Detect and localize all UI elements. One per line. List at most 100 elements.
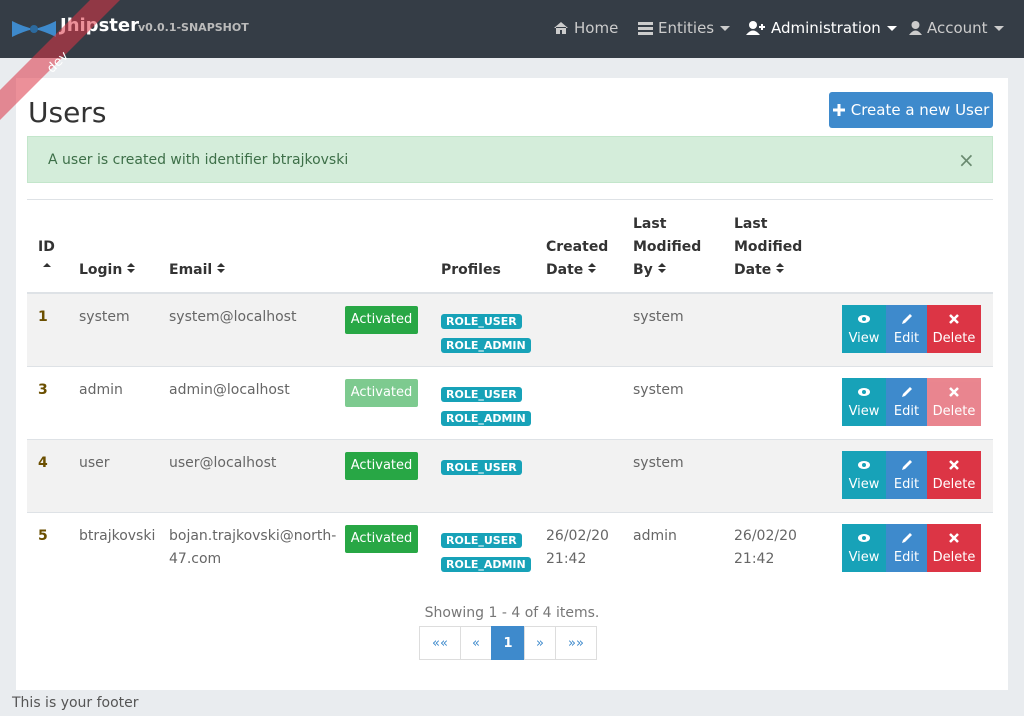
nav-label: Administration [771, 19, 881, 37]
content-card: Users Create a new User A user is create… [16, 78, 1008, 690]
sort-icon[interactable] [126, 262, 136, 274]
action-label: View [848, 404, 880, 419]
status-badge[interactable]: Activated [345, 452, 418, 480]
cell-login: admin [79, 382, 123, 398]
column-header[interactable]: Last Modified By [633, 213, 713, 282]
cell-login: btrajkovski [79, 528, 156, 544]
status-badge[interactable]: Activated [345, 306, 418, 334]
action-label: View [848, 550, 880, 565]
cell-last-modified-date: 26/02/20 21:42 [734, 528, 797, 567]
cell-last-modified-by: system [633, 382, 684, 398]
action-icon [858, 461, 870, 469]
action-icon [901, 460, 912, 470]
action-delete[interactable]: Delete [927, 451, 981, 499]
cell-id[interactable]: 3 [38, 382, 48, 398]
nav-home[interactable]: Home [553, 19, 618, 37]
action-label: Delete [932, 404, 976, 419]
page-button[interactable]: » [524, 626, 556, 660]
profile-badge: ROLE_ADMIN [441, 338, 531, 353]
action-icon [901, 314, 912, 324]
status-badge[interactable]: Activated [345, 525, 418, 553]
page-title: Users [28, 96, 107, 129]
action-edit[interactable]: Edit [886, 451, 927, 499]
alert-close[interactable]: × [958, 148, 975, 172]
version: v0.0.1-SNAPSHOT [138, 21, 249, 34]
cell-id[interactable]: 4 [38, 455, 48, 471]
profile-badge: ROLE_USER [441, 387, 522, 402]
action-delete[interactable]: Delete [927, 524, 981, 572]
nav-label: Entities [658, 19, 715, 37]
success-alert: A user is created with identifier btrajk… [27, 136, 993, 183]
cell-login: user [79, 455, 110, 471]
page-button[interactable]: « [460, 626, 492, 660]
nav-account[interactable]: Account [909, 19, 1005, 37]
create-button[interactable]: Create a new User [829, 92, 993, 128]
nav-administration[interactable]: Administration [746, 19, 898, 37]
sort-icon[interactable] [42, 262, 52, 274]
sort-icon[interactable] [657, 262, 667, 274]
page-button[interactable]: »» [555, 626, 597, 660]
profiles: ROLE_USER ROLE_ADMIN [441, 310, 531, 358]
divider [27, 199, 993, 200]
action-icon [858, 534, 870, 542]
action-view[interactable]: View [842, 305, 886, 353]
cell-email: user@localhost [169, 455, 277, 471]
action-view[interactable]: View [842, 524, 886, 572]
column-header: Profiles [441, 259, 541, 282]
cell-last-modified-by: system [633, 309, 684, 325]
nav-label: Account [927, 19, 988, 37]
page-button[interactable]: «« [419, 626, 461, 660]
action-icon [901, 533, 912, 543]
action-label: Edit [893, 404, 920, 419]
profiles: ROLE_USER [441, 456, 531, 480]
column-header[interactable]: ID [38, 236, 70, 282]
header-label: Last Modified Date [734, 216, 803, 278]
cell-last-modified-by: system [633, 455, 684, 471]
column-header[interactable]: Email [169, 259, 339, 282]
sort-icon[interactable] [775, 262, 785, 274]
page-button[interactable]: 1 [491, 626, 525, 660]
cell-id[interactable]: 1 [38, 309, 48, 325]
action-view[interactable]: View [842, 378, 886, 426]
action-edit[interactable]: Edit [886, 524, 927, 572]
column-header[interactable]: Login [79, 259, 164, 282]
action-label: Edit [893, 331, 920, 346]
profile-badge: ROLE_USER [441, 533, 522, 548]
column-header[interactable]: Created Date [546, 236, 626, 282]
cell-id[interactable]: 5 [38, 528, 48, 544]
ribbon [0, 0, 120, 120]
action-delete[interactable]: Delete [927, 378, 981, 426]
action-icon [858, 388, 870, 396]
footer: This is your footer [12, 695, 139, 711]
action-label: View [848, 477, 880, 492]
header-label: Profiles [441, 262, 501, 278]
button-label: Create a new User [850, 101, 990, 119]
cell-login: system [79, 309, 130, 325]
header-label: ID [38, 239, 55, 255]
action-view[interactable]: View [842, 451, 886, 499]
action-delete[interactable]: Delete [927, 305, 981, 353]
column-header[interactable]: Last Modified Date [734, 213, 814, 282]
alert-text: A user is created with identifier btrajk… [48, 152, 349, 168]
status-badge[interactable]: Activated [345, 379, 418, 407]
pagination-summary: Showing 1 - 4 of 4 items. [424, 605, 600, 621]
cell-email: admin@localhost [169, 382, 290, 398]
action-icon [949, 533, 959, 543]
sort-icon[interactable] [587, 262, 597, 274]
action-label: Edit [893, 550, 920, 565]
cell-email: bojan.trajkovski@north-47.com [169, 528, 337, 567]
action-icon [949, 387, 959, 397]
sort-icon[interactable] [216, 262, 226, 274]
profile-badge: ROLE_USER [441, 314, 522, 329]
action-edit[interactable]: Edit [886, 378, 927, 426]
nav-entities[interactable]: Entities [638, 19, 731, 37]
cell-last-modified-by: admin [633, 528, 677, 544]
nav-label: Home [574, 19, 619, 37]
action-edit[interactable]: Edit [886, 305, 927, 353]
action-label: Delete [932, 477, 976, 492]
action-label: Delete [932, 550, 976, 565]
profile-badge: ROLE_ADMIN [441, 557, 531, 572]
action-label: View [848, 331, 880, 346]
profiles: ROLE_USER ROLE_ADMIN [441, 383, 531, 431]
